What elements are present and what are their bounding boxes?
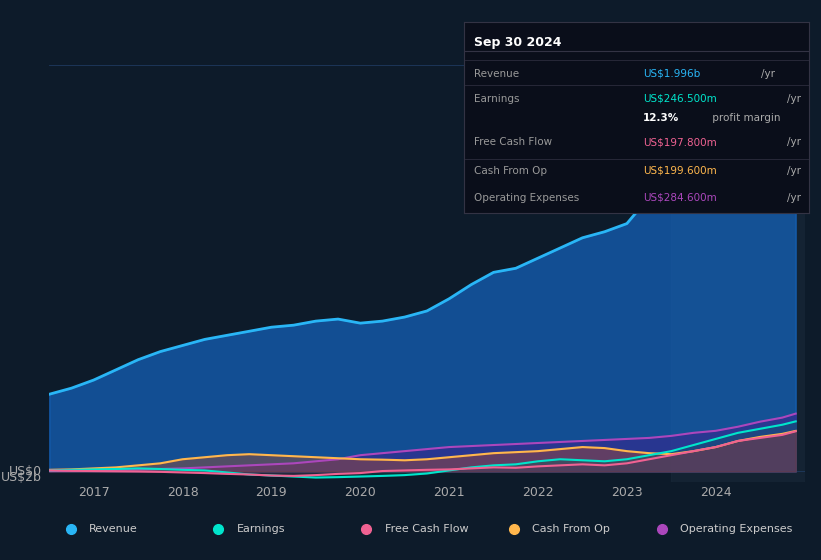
Text: US$246.500m: US$246.500m: [643, 94, 717, 104]
Text: Operating Expenses: Operating Expenses: [681, 524, 792, 534]
Text: Revenue: Revenue: [475, 69, 520, 79]
Text: /yr: /yr: [787, 193, 801, 203]
Text: /yr: /yr: [761, 69, 775, 79]
Text: US$199.600m: US$199.600m: [643, 166, 717, 176]
Text: /yr: /yr: [787, 137, 801, 147]
Text: US$1.996b: US$1.996b: [643, 69, 700, 79]
Text: Cash From Op: Cash From Op: [533, 524, 610, 534]
Text: Cash From Op: Cash From Op: [475, 166, 548, 176]
Text: Free Cash Flow: Free Cash Flow: [475, 137, 553, 147]
Text: Free Cash Flow: Free Cash Flow: [385, 524, 468, 534]
Bar: [672, 45, 805, 482]
Text: Revenue: Revenue: [89, 524, 138, 534]
Text: Earnings: Earnings: [475, 94, 520, 104]
Text: profit margin: profit margin: [709, 113, 780, 123]
Text: /yr: /yr: [787, 166, 801, 176]
Text: US$0: US$0: [8, 465, 42, 478]
Text: Sep 30 2024: Sep 30 2024: [475, 36, 562, 49]
Text: US$197.800m: US$197.800m: [643, 137, 717, 147]
Text: Operating Expenses: Operating Expenses: [475, 193, 580, 203]
Text: /yr: /yr: [787, 94, 801, 104]
Text: US$284.600m: US$284.600m: [643, 193, 717, 203]
Text: 12.3%: 12.3%: [643, 113, 680, 123]
Text: US$2b: US$2b: [1, 472, 42, 484]
Text: Earnings: Earnings: [237, 524, 286, 534]
